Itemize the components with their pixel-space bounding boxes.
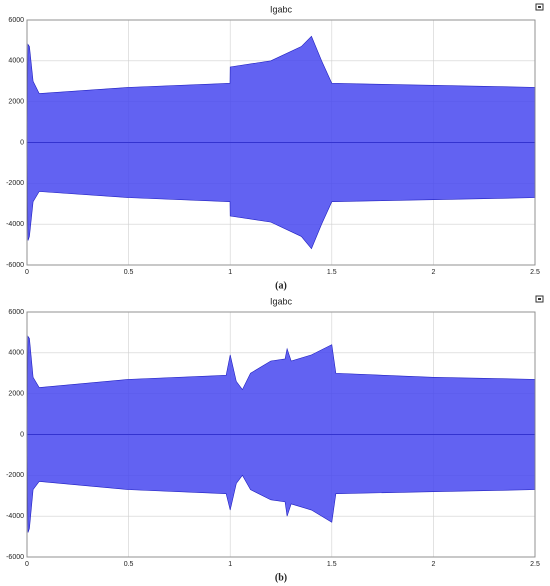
y-tick-label: -2000 [6, 472, 24, 479]
x-tick-label: 2 [431, 561, 435, 568]
x-tick-label: 1.5 [327, 269, 337, 276]
caption: (b) [275, 572, 287, 583]
signal-area [26, 434, 536, 533]
y-tick-label: 2000 [8, 99, 24, 106]
x-tick-label: 2.5 [530, 269, 540, 276]
chart-title: Igabc [270, 4, 293, 14]
signal-area [26, 142, 536, 250]
plot-border [26, 311, 536, 558]
plot-border [26, 19, 536, 266]
y-tick-label: -2000 [6, 180, 24, 187]
x-tick-label: 2.5 [530, 561, 540, 568]
y-tick-label: -6000 [6, 262, 24, 269]
x-tick-label: 2 [431, 269, 435, 276]
expand-icon[interactable] [535, 295, 544, 303]
chart-title: Igabc [270, 296, 293, 306]
signal-area [26, 335, 536, 435]
x-tick-label: 0.5 [124, 561, 134, 568]
x-tick-label: 0.5 [124, 269, 134, 276]
x-tick-label: 0 [25, 269, 29, 276]
y-tick-label: 0 [20, 431, 24, 438]
y-tick-label: 4000 [8, 350, 24, 357]
x-tick-label: 0 [25, 561, 29, 568]
y-tick-label: 6000 [8, 309, 24, 316]
y-tick-label: -6000 [6, 554, 24, 561]
y-tick-label: -4000 [6, 221, 24, 228]
y-tick-label: 0 [20, 139, 24, 146]
x-tick-label: 1.5 [327, 561, 337, 568]
caption: (a) [275, 280, 287, 291]
signal-area [26, 35, 536, 143]
y-tick-label: 4000 [8, 58, 24, 65]
x-tick-label: 1 [228, 269, 232, 276]
x-tick-label: 1 [228, 561, 232, 568]
y-tick-label: 6000 [8, 17, 24, 24]
expand-icon[interactable] [535, 3, 544, 11]
y-tick-label: -4000 [6, 513, 24, 520]
y-tick-label: 2000 [8, 391, 24, 398]
